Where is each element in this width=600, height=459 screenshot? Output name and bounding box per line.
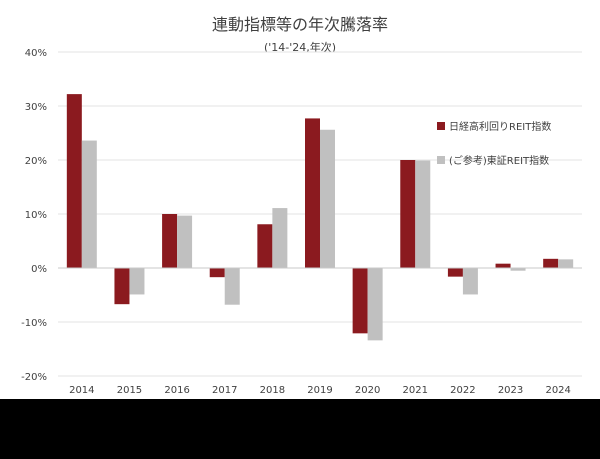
bar-nikkei-high-yield-reit-2021 [400, 160, 416, 268]
bar-tse-reit-2022 [462, 268, 478, 295]
x-tick-label: 2021 [403, 385, 428, 396]
bar-tse-reit-2019 [320, 129, 335, 268]
y-tick-label: 40% [25, 48, 47, 59]
chart-title: 連動指標等の年次騰落率 [212, 15, 388, 34]
y-tick-label: 30% [25, 102, 47, 113]
y-tick-label: 0% [31, 264, 47, 275]
bars [66, 94, 574, 341]
legend-label: 日経高利回りREIT指数 [449, 120, 551, 133]
x-axis-tick-labels: 2014 2015 2016 2017 2018 2019 2020 2021 2022 2023… [69, 385, 571, 396]
bar-tse-reit-2021 [415, 160, 431, 268]
bar-tse-reit-2023 [510, 268, 526, 271]
bar-tse-reit-2017 [224, 268, 240, 305]
y-tick-label: 20% [25, 156, 47, 167]
bar-nikkei-high-yield-reit-2016 [162, 214, 178, 268]
x-tick-label: 2016 [164, 385, 189, 396]
legend: 日経高利回りREIT指数 (ご参考)東証REIT指数 [437, 120, 551, 167]
footer-band [0, 399, 600, 459]
bar-tse-reit-2024 [558, 259, 574, 268]
x-tick-label: 2015 [117, 385, 142, 396]
bar-nikkei-high-yield-reit-2015 [114, 268, 130, 305]
y-tick-label: -20% [21, 372, 47, 383]
bar-nikkei-high-yield-reit-2020 [352, 268, 368, 334]
y-tick-label: 10% [25, 210, 47, 221]
bar-nikkei-high-yield-reit-2019 [305, 118, 320, 268]
bar-tse-reit-2016 [177, 215, 193, 268]
x-tick-label: 2019 [307, 385, 332, 396]
legend-swatch [437, 156, 445, 164]
legend-swatch [437, 122, 445, 130]
x-tick-label: 2018 [260, 385, 285, 396]
bar-nikkei-high-yield-reit-2014 [66, 94, 82, 269]
bar-nikkei-high-yield-reit-2018 [257, 224, 273, 268]
bar-nikkei-high-yield-reit-2022 [447, 268, 463, 277]
y-tick-label: -10% [21, 318, 47, 329]
x-tick-label: 2020 [355, 385, 380, 396]
bar-nikkei-high-yield-reit-2023 [495, 263, 511, 268]
y-axis-tick-labels: -20% -10% 0% 10% 20% 30% 40% [21, 48, 47, 383]
bar-tse-reit-2014 [81, 140, 97, 268]
bar-tse-reit-2020 [367, 268, 383, 341]
x-tick-label: 2022 [450, 385, 475, 396]
legend-label: (ご参考)東証REIT指数 [449, 154, 549, 167]
bar-nikkei-high-yield-reit-2024 [543, 258, 559, 268]
bar-nikkei-high-yield-reit-2017 [209, 268, 225, 278]
bar-tse-reit-2018 [272, 208, 288, 268]
x-tick-label: 2014 [69, 385, 94, 396]
x-tick-label: 2024 [545, 385, 570, 396]
bar-tse-reit-2015 [129, 268, 145, 295]
chart-subtitle: ('14-'24,年次) [264, 40, 336, 54]
x-tick-label: 2017 [212, 385, 237, 396]
x-tick-label: 2023 [498, 385, 523, 396]
